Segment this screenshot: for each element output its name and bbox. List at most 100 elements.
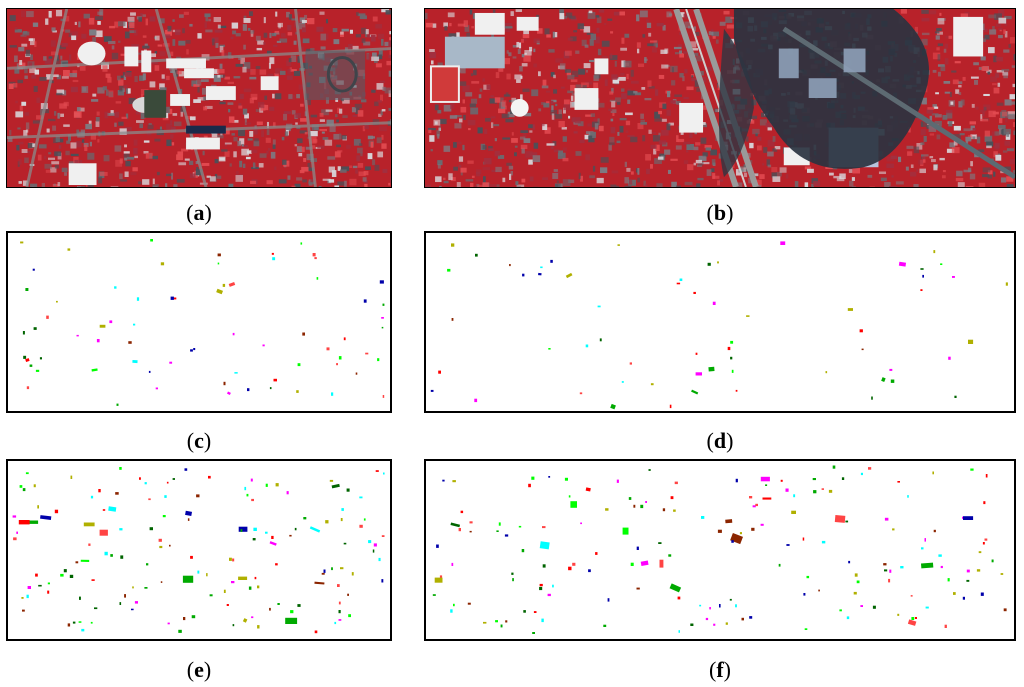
sample-mark: [131, 608, 134, 611]
sample-mark: [467, 602, 471, 605]
sample-mark: [38, 584, 42, 587]
sample-mark: [693, 291, 696, 294]
sample-mark: [453, 603, 455, 607]
sample-mark: [966, 579, 970, 582]
sample-mark: [695, 352, 698, 355]
sample-mark: [338, 610, 341, 614]
sample-mark: [232, 332, 235, 336]
dark-features: [144, 50, 366, 134]
sample-mark: [588, 569, 591, 573]
sample-mark: [368, 540, 372, 544]
sample-mark: [98, 489, 101, 493]
sample-mark: [25, 358, 30, 363]
sample-mark: [709, 607, 711, 610]
sample-mark: [26, 594, 29, 599]
sample-mark: [37, 505, 39, 509]
sample-mark: [116, 403, 119, 406]
sample-mark: [217, 262, 220, 265]
sample-mark: [812, 478, 816, 481]
sample-mark: [114, 286, 117, 289]
sample-mark: [542, 526, 546, 529]
sample-mark: [669, 404, 672, 409]
sample-mark: [629, 362, 632, 365]
sample-mark: [365, 352, 369, 355]
sample-mark: [504, 534, 509, 537]
sample-mark: [496, 530, 499, 532]
sample-mark: [46, 315, 49, 319]
sample-mark: [662, 508, 666, 512]
sample-mark: [222, 283, 226, 287]
sample-mark: [834, 515, 846, 523]
sample-mark: [238, 526, 248, 532]
sample-mark: [892, 528, 895, 531]
sample-mark: [196, 494, 200, 498]
sample-mark: [67, 623, 71, 627]
sample-mark: [275, 563, 278, 566]
sample-mark: [120, 555, 124, 559]
sample-mark: [991, 559, 994, 563]
sample-mark: [670, 496, 674, 500]
sample-mark: [144, 587, 148, 589]
sample-mark: [275, 483, 279, 487]
sample-mark: [340, 567, 344, 570]
sample-mark: [262, 344, 265, 347]
sample-mark: [35, 369, 40, 372]
sample-mark: [378, 557, 381, 562]
sample-mark: [725, 622, 728, 625]
sample-mark: [150, 239, 153, 242]
sample-mark: [375, 470, 379, 472]
panel-f-test-samples: [424, 459, 1016, 641]
sample-mark: [78, 621, 82, 623]
sample-mark: [244, 486, 247, 491]
sample-mark: [540, 266, 543, 269]
sample-mark: [102, 509, 106, 511]
sample-mark: [359, 496, 363, 499]
sample-mark: [518, 525, 522, 528]
sample-mark: [947, 578, 950, 582]
sample-mark: [452, 480, 456, 483]
sample-mark: [765, 484, 768, 486]
sample-mark: [505, 620, 508, 623]
sample-mark: [314, 257, 317, 260]
sample-mark: [238, 576, 248, 580]
sample-mark: [679, 278, 683, 281]
sample-mark: [847, 308, 853, 311]
sample-mark: [871, 396, 873, 400]
sample-mark: [786, 544, 790, 546]
sample-mark: [658, 542, 662, 544]
sample-mark: [81, 628, 85, 632]
sample-mark: [511, 572, 514, 575]
sample-mark: [373, 543, 377, 547]
sample-mark: [727, 346, 731, 351]
sample-mark: [954, 395, 957, 398]
sample-mark: [432, 594, 436, 596]
sample-mark: [541, 618, 544, 623]
sample-mark: [884, 517, 889, 521]
sample-mark: [382, 303, 385, 306]
panel-a-scene: [7, 9, 391, 187]
sample-mark: [39, 357, 42, 360]
sample-mark: [158, 538, 162, 542]
sample-mark: [749, 496, 753, 499]
sample-mark: [860, 472, 863, 476]
sample-mark: [962, 516, 964, 519]
sample-mark: [160, 581, 163, 583]
sample-mark: [719, 604, 721, 608]
sample-mark: [565, 272, 573, 279]
sample-mark: [110, 554, 113, 557]
sample-mark: [248, 586, 252, 590]
sample-mark: [242, 618, 248, 623]
sample-mark: [170, 296, 174, 300]
sample-mark: [272, 257, 276, 261]
sample-mark: [953, 592, 956, 595]
sample-mark: [677, 596, 681, 600]
sample-mark: [185, 510, 193, 517]
sample-mark: [231, 581, 235, 584]
sample-mark: [640, 504, 644, 509]
sample-mark: [149, 527, 153, 531]
sample-mark: [336, 363, 338, 366]
sample-mark: [76, 334, 79, 337]
sample-mark: [257, 585, 260, 589]
sample-mark: [528, 483, 531, 488]
sample-mark: [539, 586, 543, 591]
